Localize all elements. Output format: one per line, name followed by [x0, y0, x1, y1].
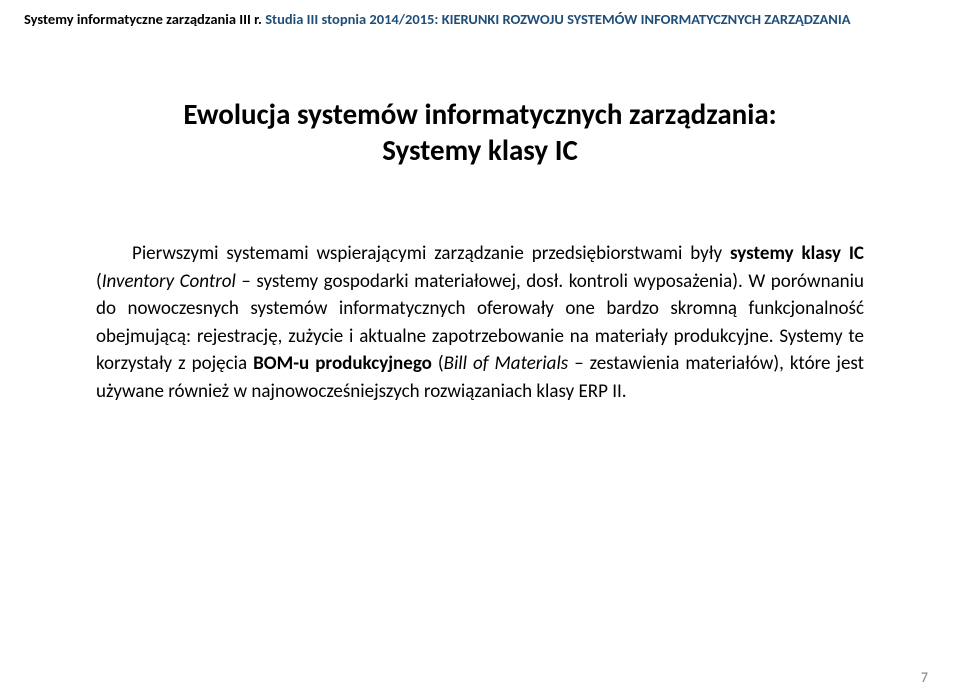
body-bold-1: systemy klasy IC	[730, 242, 864, 265]
header-left: Systemy informatyczne zarządzania III r.	[24, 10, 262, 28]
page-container: Systemy informatyczne zarządzania III r.…	[0, 0, 960, 700]
header-right: KIERUNKI ROZWOJU SYSTEMÓW INFORMATYCZNYC…	[442, 10, 851, 28]
page-number: 7	[921, 669, 928, 686]
header-mid: Studia III stopnia 2014/2015:	[265, 10, 441, 28]
body-paragraph: Pierwszymi systemami wspierającymi zarzą…	[96, 240, 864, 405]
page-header: Systemy informatyczne zarządzania III r.…	[24, 10, 936, 28]
body-text-4: (	[432, 352, 444, 375]
title-block: Ewolucja systemów informatycznych zarząd…	[0, 96, 960, 169]
body-italic-1: Inventory Control	[102, 270, 236, 293]
title-line-1: Ewolucja systemów informatycznych zarząd…	[0, 96, 960, 132]
body-text-1: Pierwszymi systemami wspierającymi zarzą…	[132, 242, 730, 265]
body-italic-2: Bill of Materials	[444, 352, 569, 375]
body-bold-2: BOM-u produkcyjnego	[253, 352, 432, 375]
title-line-2: Systemy klasy IC	[0, 132, 960, 168]
